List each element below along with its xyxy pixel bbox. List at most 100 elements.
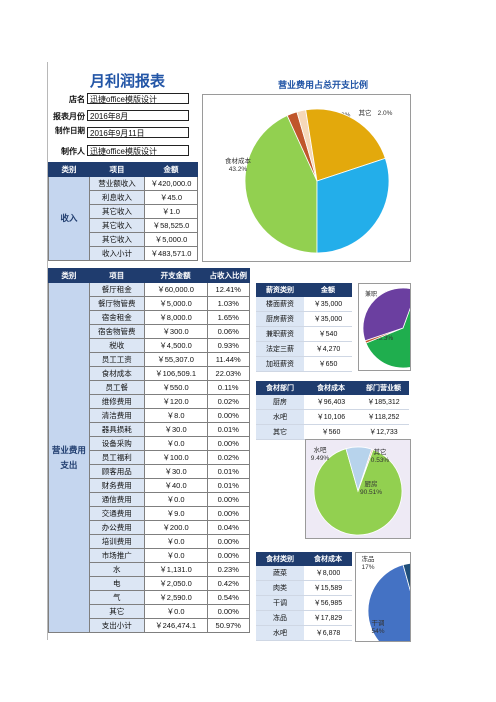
expense-item-cell: 顾客用品 — [88, 464, 145, 479]
pie-pct-干调: 54% — [371, 628, 384, 635]
material-name-cell: 冻品 — [256, 610, 304, 626]
report-month-label: 报表月份 — [53, 112, 85, 121]
expense-body: 营业费用支出 餐厅租金 ￥60,000.0 12.41% 餐厅物管费 ￥5,000.0 1.… — [48, 282, 250, 633]
expense-item-cell: 维修费用 — [88, 394, 145, 409]
material-row: 水吧 ￥6,878 — [256, 625, 352, 641]
income-item-cell: 收入小计 — [89, 246, 145, 261]
expense-header-ratio: 占收入比例 — [206, 268, 250, 283]
expense-item-cell: 员工餐 — [88, 380, 145, 395]
expense-item-cell: 器具损耗 — [88, 422, 145, 437]
income-header-row: 类别 项目 金额 — [48, 162, 198, 177]
expense-item-cell: 培训费用 — [88, 534, 145, 549]
salary-amount-cell: ￥540 — [304, 326, 352, 342]
expense-item-cell: 宿舍租金 — [88, 310, 145, 325]
expense-row: 员工餐 ￥550.0 0.11% — [49, 380, 250, 395]
expense-amount-cell: ￥30.0 — [143, 464, 208, 479]
pie-slice-员工工资 — [305, 108, 386, 182]
income-amount-cell: ￥1.0 — [144, 204, 198, 219]
expense-amount-cell: ￥0.0 — [143, 492, 208, 507]
expense-header-row: 类别 项目 开支金额 占收入比例 — [48, 268, 250, 283]
pie-pct-厨房: 63.3% — [375, 335, 394, 342]
income-category-cell: 收入 — [48, 176, 90, 261]
expense-row: 交通费用 ￥9.0 0.00% — [49, 506, 250, 521]
dept-row: 其它 ￥560 ￥12,733 — [256, 424, 409, 440]
expense-row: 税收 ￥4,500.0 0.93% — [49, 338, 250, 353]
expense-row: 支出小计 ￥246,474.1 50.97% — [49, 618, 250, 633]
maker-field[interactable]: 迅捷office模版设计 — [87, 145, 189, 156]
shop-name-field[interactable]: 迅捷office模版设计 — [87, 93, 189, 104]
income-row: 其它收入 ￥5,000.0 — [49, 232, 198, 247]
pie-slice-厨房 — [365, 307, 410, 369]
expense-item-cell: 市场推广 — [88, 548, 145, 563]
income-header-amount: 金额 — [144, 162, 198, 177]
material-row: 冻品 ￥17,829 — [256, 610, 352, 626]
expense-amount-cell: ￥8,000.0 — [143, 310, 208, 325]
income-row: 收入 营业额收入 ￥420,000.0 — [48, 176, 198, 261]
salary-row: 兼职薪资 ￥540 — [256, 326, 352, 342]
expense-ratio-cell: 0.00% — [206, 534, 250, 549]
expense-item-cell: 税收 — [88, 338, 145, 353]
dept-table: 食材部门 食材成本 部门营业额 厨房 ￥96,403 ￥185,312 水吧 ￥10,1… — [256, 381, 409, 440]
expense-amount-cell: ￥200.0 — [143, 520, 208, 535]
expense-amount-cell: ￥106,509.1 — [143, 366, 208, 381]
expense-amount-cell: ￥0.0 — [143, 604, 208, 619]
material-header-cost: 食材成本 — [304, 552, 352, 566]
expense-ratio-cell: 0.42% — [206, 576, 250, 591]
expense-row: 通信费用 ￥0.0 0.00% — [49, 492, 250, 507]
material-cost-cell: ￥56,985 — [304, 595, 352, 611]
expense-item-cell: 水 — [88, 562, 145, 577]
salary-amount-cell: ￥35,000 — [304, 297, 352, 312]
shop-name-label: 店名 — [69, 95, 85, 104]
pie-slice-楼面 — [362, 287, 410, 342]
material-row: 蔬菜 ￥8,000 — [256, 566, 352, 581]
dept-row: 厨房 ￥96,403 ￥185,312 — [256, 395, 409, 410]
expense-ratio-cell: 50.97% — [206, 618, 250, 633]
salary-header-row: 薪资类别 金额 — [256, 283, 352, 297]
expense-amount-cell: ￥300.0 — [143, 324, 208, 339]
pie-label-冻品: 冻品 — [362, 554, 375, 563]
material-row: 干调 ￥56,985 — [256, 595, 352, 611]
salary-name-cell: 楼面薪资 — [256, 297, 304, 312]
report-month-field[interactable]: 2016年8月 — [87, 110, 189, 121]
expense-ratio-cell: 0.00% — [206, 548, 250, 563]
expense-ratio-cell: 0.00% — [206, 604, 250, 619]
dept-revenue-cell: ￥185,312 — [358, 395, 409, 410]
income-item-cell: 其它收入 — [89, 218, 145, 233]
expense-header-amount: 开支金额 — [143, 268, 208, 283]
income-row: 收入小计 ￥483,571.0 — [49, 246, 198, 261]
make-date-field[interactable]: 2016年9月11日 — [87, 127, 189, 138]
expense-amount-cell: ￥100.0 — [143, 450, 208, 465]
income-table: 类别 项目 金额 收入 营业额收入 ￥420,000.0 利息收入 ￥45.0 其它收入 ￥… — [48, 162, 198, 261]
expense-amount-cell: ￥60,000.0 — [143, 282, 208, 297]
salary-name-cell: 法定三薪 — [256, 341, 304, 357]
expense-item-cell: 宿舍物管费 — [88, 324, 145, 339]
expense-amount-cell: ￥8.0 — [143, 408, 208, 423]
expense-ratio-cell: 0.06% — [206, 324, 250, 339]
dept-header-name: 食材部门 — [256, 381, 304, 395]
dept-revenue-cell: ￥118,252 — [358, 409, 409, 425]
salary-name-cell: 厨房薪资 — [256, 311, 304, 327]
expense-row: 器具损耗 ￥30.0 0.01% — [49, 422, 250, 437]
income-header-category: 类别 — [48, 162, 90, 177]
expense-amount-cell: ￥4,500.0 — [143, 338, 208, 353]
page-left-border — [47, 62, 410, 640]
dept-revenue-cell: ￥12,733 — [358, 424, 409, 440]
expense-item-cell: 清洁费用 — [88, 408, 145, 423]
pie-label-水吧: 水吧 — [314, 445, 328, 454]
expense-ratio-cell: 0.00% — [206, 492, 250, 507]
expense-ratio-cell: 12.41% — [206, 282, 250, 297]
expense-amount-cell: ￥550.0 — [143, 380, 208, 395]
salary-amount-cell: ￥35,000 — [304, 311, 352, 327]
expense-amount-cell: ￥0.0 — [143, 534, 208, 549]
material-name-cell: 干调 — [256, 595, 304, 611]
salary-header-amount: 金额 — [304, 283, 352, 297]
material-cost-cell: ￥6,878 — [304, 625, 352, 641]
pie-label-兼职: 兼职 — [365, 290, 377, 298]
pie-pct-其它: 0.53% — [371, 457, 390, 464]
expense-ratio-cell: 0.54% — [206, 590, 250, 605]
expense-item-cell: 食材成本 — [88, 366, 145, 381]
dept-cost-cell: ￥96,403 — [304, 395, 358, 410]
